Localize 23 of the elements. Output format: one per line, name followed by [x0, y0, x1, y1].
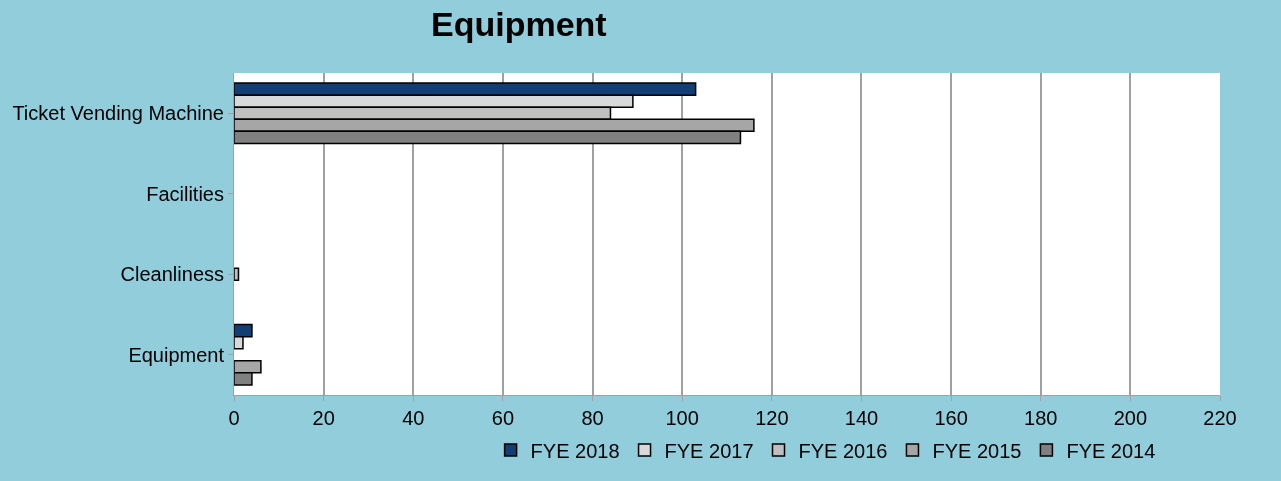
x-tick-label: 180 — [1024, 407, 1058, 429]
x-tick-label: 40 — [402, 407, 425, 429]
y-tick-label: Equipment — [128, 343, 225, 366]
x-tick-label: 20 — [312, 407, 335, 429]
x-tick-label: 220 — [1203, 407, 1237, 429]
chart-title: Equipment — [430, 4, 607, 43]
x-tick-label: 100 — [665, 407, 699, 429]
x-tick-label: 200 — [1113, 407, 1148, 429]
y-tick-label: Facilities — [146, 182, 224, 205]
x-tick-label: 80 — [581, 407, 604, 429]
x-tick-label: 120 — [755, 407, 789, 429]
legend-label: FYE 2016 — [798, 439, 888, 462]
legend-label: FYE 2014 — [1066, 439, 1156, 462]
legend-label: FYE 2017 — [664, 439, 754, 462]
bar — [234, 267, 240, 282]
legend-label: FYE 2018 — [530, 439, 620, 462]
y-tick-label: Ticket Vending Machine — [12, 102, 224, 125]
legend-label: FYE 2015 — [932, 439, 1022, 462]
x-tick-label: 0 — [228, 407, 240, 429]
x-tick-label: 160 — [934, 407, 968, 429]
y-tick-label: Cleanliness — [120, 263, 224, 286]
x-tick-label: 140 — [844, 407, 879, 429]
x-tick-label: 60 — [491, 407, 515, 429]
